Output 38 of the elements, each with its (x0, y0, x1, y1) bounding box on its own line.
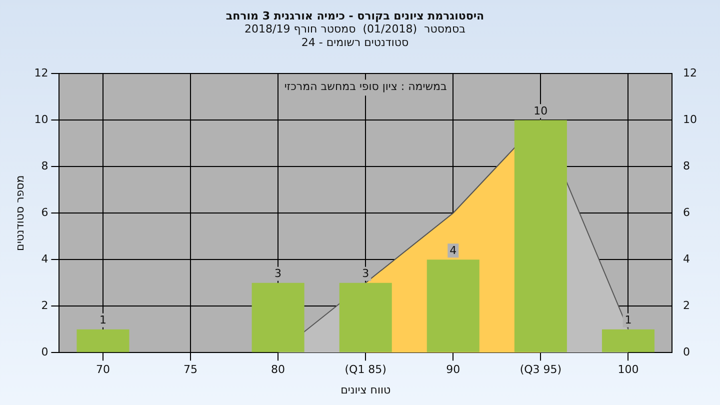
x-tick-label: (Q1 85) (344, 363, 386, 376)
x-axis-title: טווח ציונים (340, 383, 391, 396)
bar (252, 282, 304, 352)
y-tick-label: 10 (34, 112, 48, 126)
data-label: 3 (362, 267, 370, 280)
data-label: 10 (534, 104, 548, 118)
y-tick-label: 8 (41, 159, 48, 172)
y2-tick-label: 10 (683, 112, 698, 126)
y-axis-title: מספר סטודנטים (13, 175, 26, 251)
y2-tick-label: 2 (683, 298, 690, 312)
y-tick-label: 0 (41, 345, 48, 358)
y2-tick-label: 0 (683, 345, 690, 358)
chart-subtitle: בסמסטר (01/2018) סמסטר חורף 2018/19 סטודנטים רשומים - 24 (244, 22, 466, 49)
y-tick-label: 6 (41, 206, 48, 219)
bar (602, 329, 654, 352)
x-tick-label: 90 (446, 363, 460, 376)
data-label: 4 (450, 244, 457, 257)
x-tick-label: 100 (618, 363, 639, 376)
data-label: 3 (274, 267, 282, 280)
y2-tick-label: 8 (683, 159, 690, 172)
bar (514, 120, 567, 352)
annotation: במשימה : ציון סופי במחשב המרכזי (284, 80, 447, 93)
x-tick-label: (Q3 95) (520, 363, 562, 376)
x-tick-label: 80 (271, 363, 286, 376)
data-label: 1 (624, 314, 632, 327)
y2-tick-label: 12 (683, 66, 698, 80)
data-label: 1 (99, 314, 106, 327)
bar (426, 260, 480, 352)
y-tick-label: 4 (41, 252, 48, 266)
x-tick-label: 75 (184, 363, 198, 376)
y-tick-label: 12 (34, 66, 48, 80)
x-tick-label: 70 (96, 363, 110, 376)
y2-tick-label: 4 (683, 252, 690, 266)
bar (339, 282, 392, 352)
y-tick-label: 2 (41, 298, 48, 312)
chart-title: היסטוגרמת ציונים בקורס - כימיה אורגנית 3 מורחב (226, 9, 484, 22)
bar (76, 329, 130, 352)
y2-tick-label: 6 (683, 206, 690, 219)
